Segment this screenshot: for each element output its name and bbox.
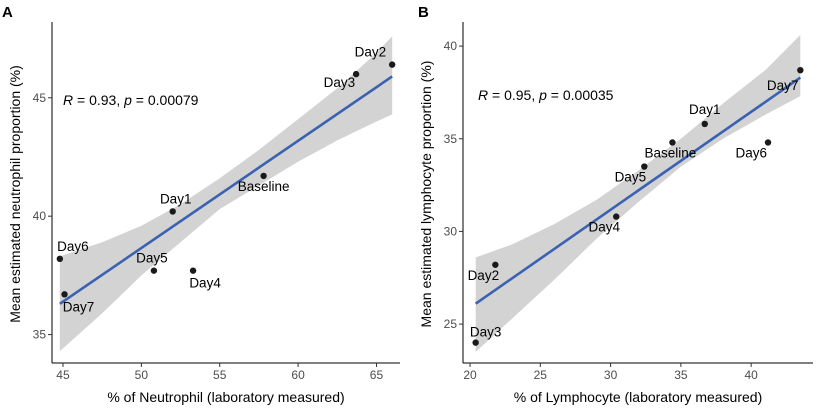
point-label-day6: Day6: [736, 145, 768, 160]
y-tick-label: 35: [33, 328, 47, 342]
point-label-day2: Day2: [468, 268, 500, 283]
point-label-day4: Day4: [189, 276, 221, 291]
points-group-b: [472, 66, 804, 346]
x-ticks-group-a: 45 50 55 60 65: [56, 363, 383, 382]
regression-line: [59, 75, 393, 305]
point-label-day5: Day5: [136, 251, 168, 266]
point-label-day6: Day6: [57, 239, 89, 254]
x-tick-label: 55: [213, 368, 227, 382]
ci-band-group-a: [59, 36, 393, 352]
x-tick-label: 50: [135, 368, 149, 382]
point-label-day7: Day7: [63, 299, 95, 314]
y-tick-label: 45: [33, 91, 47, 105]
y-axis-title-b: Mean estimated lymphocyte proportion (%): [418, 61, 434, 328]
panel-letter-b: B: [418, 4, 429, 21]
confidence-band: [475, 35, 801, 352]
x-tick-label: 20: [463, 368, 477, 382]
data-point-day6: [56, 255, 64, 263]
x-tick-label: 60: [291, 368, 305, 382]
ci-band-group-b: [475, 35, 801, 352]
point-label-day1: Day1: [689, 102, 721, 117]
x-tick-label: 25: [534, 368, 548, 382]
regression-line: [474, 76, 802, 305]
point-label-day3: Day3: [324, 75, 356, 90]
data-point-day5: [150, 267, 158, 274]
point-labels-group-b: Day7 Day1 Day6 Baseline Day5 Day4 Day2 Day3: [468, 78, 799, 339]
fit-line-group-a: [59, 75, 393, 305]
data-point-day6: [764, 139, 772, 146]
y-tick-label: 35: [444, 132, 458, 146]
x-axis-title-a: % of Neutrophil (laboratory measured): [107, 389, 344, 405]
data-point-day1: [169, 208, 176, 215]
data-point-baseline: [669, 139, 676, 146]
data-point-day4: [189, 267, 197, 274]
panel-a: A Day2 Day3 Baseline Day1 Day5 Day4 Day6 Day7 4…: [2, 4, 400, 405]
y-axis-title-a: Mean estimated neutrophil proportion (%): [7, 65, 23, 323]
point-label-day3: Day3: [470, 325, 502, 340]
correlation-annotation-b: R = 0.95, p = 0.00035: [478, 87, 614, 103]
x-tick-label: 65: [370, 368, 384, 382]
x-tick-label: 40: [744, 368, 758, 382]
y-tick-label: 30: [444, 224, 458, 238]
y-ticks-group-b: 25 30 35 40: [444, 39, 463, 331]
fit-line-group-b: [474, 76, 802, 305]
data-point-day7: [61, 291, 68, 298]
y-tick-label: 40: [33, 209, 47, 223]
point-label-day5: Day5: [615, 170, 647, 185]
y-ticks-group-a: 35 40 45: [33, 91, 52, 342]
data-point-day3: [472, 339, 479, 346]
data-point-day2: [492, 261, 499, 268]
data-point-day1: [701, 120, 708, 128]
data-point-day7: [797, 66, 804, 74]
point-label-day2: Day2: [355, 45, 387, 60]
x-tick-label: 45: [56, 368, 70, 382]
data-point-baseline: [260, 172, 267, 180]
y-tick-label: 25: [444, 317, 458, 331]
panel-b: B Day7 Day1 Day6 Baseline Day5 Day4 Day2 Day3 2…: [418, 4, 813, 405]
x-axis-title-b: % of Lymphocyte (laboratory measured): [514, 389, 762, 405]
point-label-day4: Day4: [588, 220, 620, 235]
data-point-day4: [613, 213, 620, 220]
x-ticks-group-b: 20 25 30 35 40: [463, 363, 758, 382]
y-tick-label: 40: [444, 39, 458, 53]
data-point-day2: [388, 61, 396, 68]
correlation-annotation-a: R = 0.93, p = 0.00079: [63, 92, 199, 108]
point-labels-group-a: Day2 Day3 Baseline Day1 Day5 Day4 Day6 Day7: [57, 45, 386, 315]
x-tick-label: 35: [674, 368, 688, 382]
confidence-band: [59, 36, 393, 352]
data-point-day3: [352, 70, 360, 78]
data-point-day5: [641, 163, 648, 170]
points-group-a: [56, 61, 396, 298]
x-tick-label: 30: [604, 368, 618, 382]
panel-letter-a: A: [2, 4, 13, 21]
point-label-baseline: Baseline: [645, 145, 697, 160]
point-label-day7: Day7: [767, 78, 799, 93]
point-label-day1: Day1: [160, 191, 192, 206]
point-label-baseline: Baseline: [238, 179, 290, 194]
